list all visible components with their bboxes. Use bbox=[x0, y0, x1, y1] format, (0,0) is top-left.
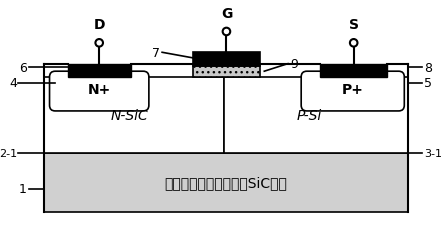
Text: S: S bbox=[349, 18, 359, 32]
Bar bbox=[193, 66, 260, 78]
Text: 2-1: 2-1 bbox=[0, 148, 17, 158]
Text: P-Si: P-Si bbox=[296, 108, 321, 122]
Text: G: G bbox=[221, 7, 232, 21]
Text: 3-1: 3-1 bbox=[424, 148, 442, 158]
Text: 1: 1 bbox=[19, 182, 27, 195]
Text: 8: 8 bbox=[424, 62, 432, 75]
Text: 4: 4 bbox=[9, 77, 17, 90]
Circle shape bbox=[350, 40, 358, 47]
Bar bbox=[67, 64, 131, 78]
Circle shape bbox=[95, 40, 103, 47]
Text: 5: 5 bbox=[424, 77, 432, 90]
Text: N+: N+ bbox=[88, 83, 111, 97]
Text: 6: 6 bbox=[19, 62, 27, 75]
Bar bbox=[193, 53, 260, 66]
FancyBboxPatch shape bbox=[301, 72, 404, 111]
Circle shape bbox=[223, 29, 230, 36]
Text: P+: P+ bbox=[342, 83, 364, 97]
Bar bbox=[44, 153, 408, 212]
Text: D: D bbox=[93, 18, 105, 32]
Text: 9: 9 bbox=[290, 58, 298, 71]
Text: N-SiC: N-SiC bbox=[110, 108, 148, 122]
Bar bbox=[320, 64, 387, 78]
Bar bbox=[224, 78, 408, 153]
Bar bbox=[44, 78, 224, 153]
Text: 非故意掃杂或未掃杂的SiC衬底: 非故意掃杂或未掃杂的SiC衬底 bbox=[164, 176, 288, 190]
Text: 7: 7 bbox=[152, 47, 160, 60]
FancyBboxPatch shape bbox=[50, 72, 149, 111]
